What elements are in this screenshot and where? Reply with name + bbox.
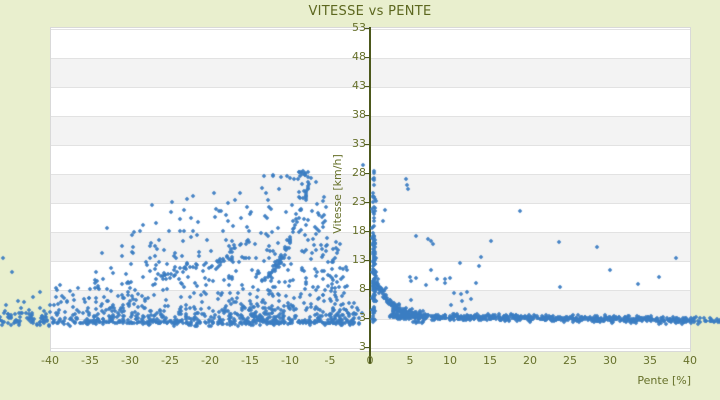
x-tick-label: 30 xyxy=(603,354,617,367)
y-tick-label: 8 xyxy=(359,282,366,295)
x-tick-label: -35 xyxy=(81,354,99,367)
x-tick-label: 0 xyxy=(366,354,374,367)
y-tick-label: 3 xyxy=(359,311,366,324)
y-tick-label: 18 xyxy=(352,224,366,237)
x-tick-label: 10 xyxy=(443,354,457,367)
x-tick-label: 40 xyxy=(683,354,697,367)
x-tick-label: -15 xyxy=(241,354,259,367)
x-tick-label: 15 xyxy=(483,354,497,367)
x-tick-label: -10 xyxy=(281,354,299,367)
x-tick-label: 25 xyxy=(563,354,577,367)
y-tick-label: 53 xyxy=(352,21,366,34)
x-tick-label: 20 xyxy=(523,354,537,367)
x-axis-title: Pente [%] xyxy=(637,374,691,387)
x-tick-label: -5 xyxy=(324,354,336,367)
y-tick-label: 13 xyxy=(352,253,366,266)
y-tick-label: 28 xyxy=(352,166,366,179)
y-tick-label: 38 xyxy=(352,108,366,121)
x-tick-label: -20 xyxy=(201,354,219,367)
y-tick-label: 48 xyxy=(352,50,366,63)
y-tick-label: 3 xyxy=(359,340,366,353)
x-tick-label: 35 xyxy=(643,354,657,367)
x-tick-label: -25 xyxy=(161,354,179,367)
x-tick-label: -40 xyxy=(41,354,59,367)
x-tick-label: -30 xyxy=(121,354,139,367)
y-tick-label: 23 xyxy=(352,195,366,208)
x-tick-label: 5 xyxy=(406,354,414,367)
y-axis-title: Vitesse [km/h] xyxy=(331,154,344,234)
y-tick-label: 33 xyxy=(352,137,366,150)
y-tick-label: 43 xyxy=(352,79,366,92)
